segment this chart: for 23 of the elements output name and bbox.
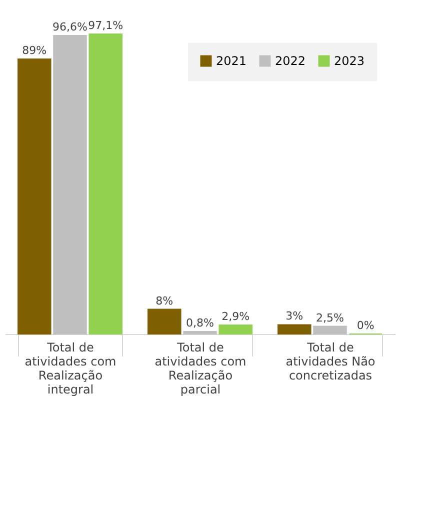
- bar: [53, 35, 87, 334]
- x-tick-label: Total de atividades com Realização parcial: [154, 340, 246, 396]
- data-label: 3%: [286, 310, 304, 323]
- bar: [278, 324, 312, 334]
- data-label: 0%: [356, 319, 374, 332]
- bar: [18, 58, 52, 334]
- data-label: 2,9%: [222, 310, 250, 324]
- bar: [313, 326, 347, 334]
- data-label: 89%: [22, 44, 47, 57]
- data-label: 2,5%: [316, 311, 344, 324]
- bar: [218, 324, 252, 334]
- legend-label: 2022: [275, 54, 306, 68]
- x-tick-label: Total de atividades com Realização integral: [24, 340, 116, 396]
- bar: [148, 308, 182, 334]
- data-label: 96,6%: [52, 20, 88, 34]
- data-label: 8%: [156, 294, 174, 308]
- legend-label: 2023: [334, 54, 365, 68]
- x-tick-label: Total de atividades Não concretizadas: [286, 340, 376, 382]
- bar: [88, 33, 122, 334]
- data-label: 97,1%: [88, 18, 124, 32]
- bar: [183, 331, 217, 334]
- data-label: 0,8%: [186, 316, 214, 330]
- legend-label: 2021: [216, 54, 247, 68]
